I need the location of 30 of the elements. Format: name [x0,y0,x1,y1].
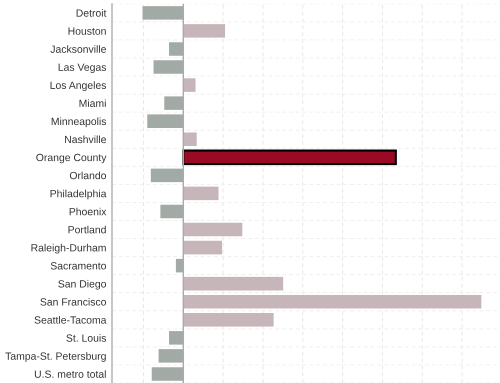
bar [183,186,218,200]
bar [183,240,222,254]
y-tick-label: Phoenix [70,208,106,216]
y-tick-label: Miami [80,99,106,108]
y-tick-label: Orange County [36,154,106,164]
bar [183,132,197,146]
bar [183,294,482,309]
y-tick-label: Raleigh-Durham [31,244,106,254]
y-tick-label: St. Louis [66,334,106,342]
y-tick-label: Sacramento [50,262,106,270]
y-tick-label: Portland [68,226,106,234]
y-tick-label: Nashville [65,135,106,144]
bar [183,78,196,92]
y-tick-label: Jacksonville [50,45,106,53]
bar [183,24,226,38]
y-tick-label: San Diego [58,280,106,290]
y-tick-label: Houston [68,28,106,35]
bar [183,276,284,290]
y-tick-label: Philadelphia [50,190,106,200]
y-tick-label: Las Vegas [58,64,106,73]
y-tick-label: Detroit [76,9,106,17]
y-tick-label: Minneapolis [52,117,106,128]
bar [183,313,274,327]
y-tick-label: Seattle-Tacoma [34,316,106,324]
y-tick-label: San Francisco [40,298,106,306]
y-tick-label: Los Angeles [50,81,106,92]
y-tick-label: Tampa-St. Petersburg [5,352,106,362]
y-tick-label: Orlando [70,172,106,180]
bar [183,222,242,236]
y-tick-label: U.S. metro total [34,370,106,378]
